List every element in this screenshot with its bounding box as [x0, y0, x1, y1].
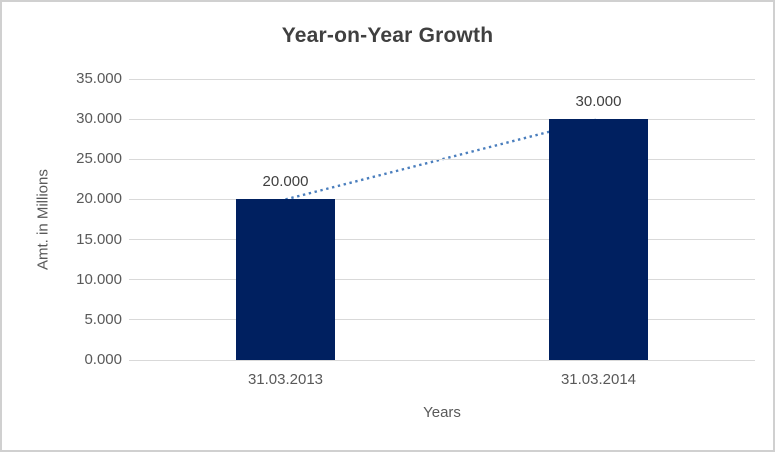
- x-axis-title: Years: [423, 404, 461, 421]
- x-tick-label: 31.03.2013: [247, 371, 324, 388]
- gridline: [129, 239, 755, 241]
- y-tick-label: 5.000: [84, 310, 122, 328]
- y-tick-label: 15.000: [76, 230, 122, 248]
- gridline: [129, 158, 755, 160]
- gridline: [129, 118, 755, 120]
- y-tick-label: 10.000: [76, 270, 122, 288]
- gridline: [129, 319, 755, 321]
- data-label: 20.000: [262, 173, 309, 191]
- gridline: [129, 279, 755, 281]
- gridline: [129, 359, 755, 361]
- y-tick-label: 30.000: [76, 110, 122, 128]
- data-label: 30.000: [575, 93, 622, 111]
- x-tick-label: 31.03.2014: [560, 371, 637, 388]
- y-tick-label: 0.000: [84, 351, 122, 368]
- trendline: [285, 117, 599, 201]
- y-tick-label: 35.000: [76, 70, 122, 87]
- bar-31.03.2014: [549, 119, 648, 360]
- y-tick-label: 20.000: [76, 190, 122, 208]
- y-tick-label: 25.000: [76, 150, 122, 168]
- bar-31.03.2013: [236, 199, 335, 360]
- gridline: [129, 198, 755, 200]
- chart-title: Year-on-Year Growth: [281, 24, 494, 47]
- gridline: [129, 78, 755, 80]
- plot-area: 20.000 30.000: [129, 78, 755, 361]
